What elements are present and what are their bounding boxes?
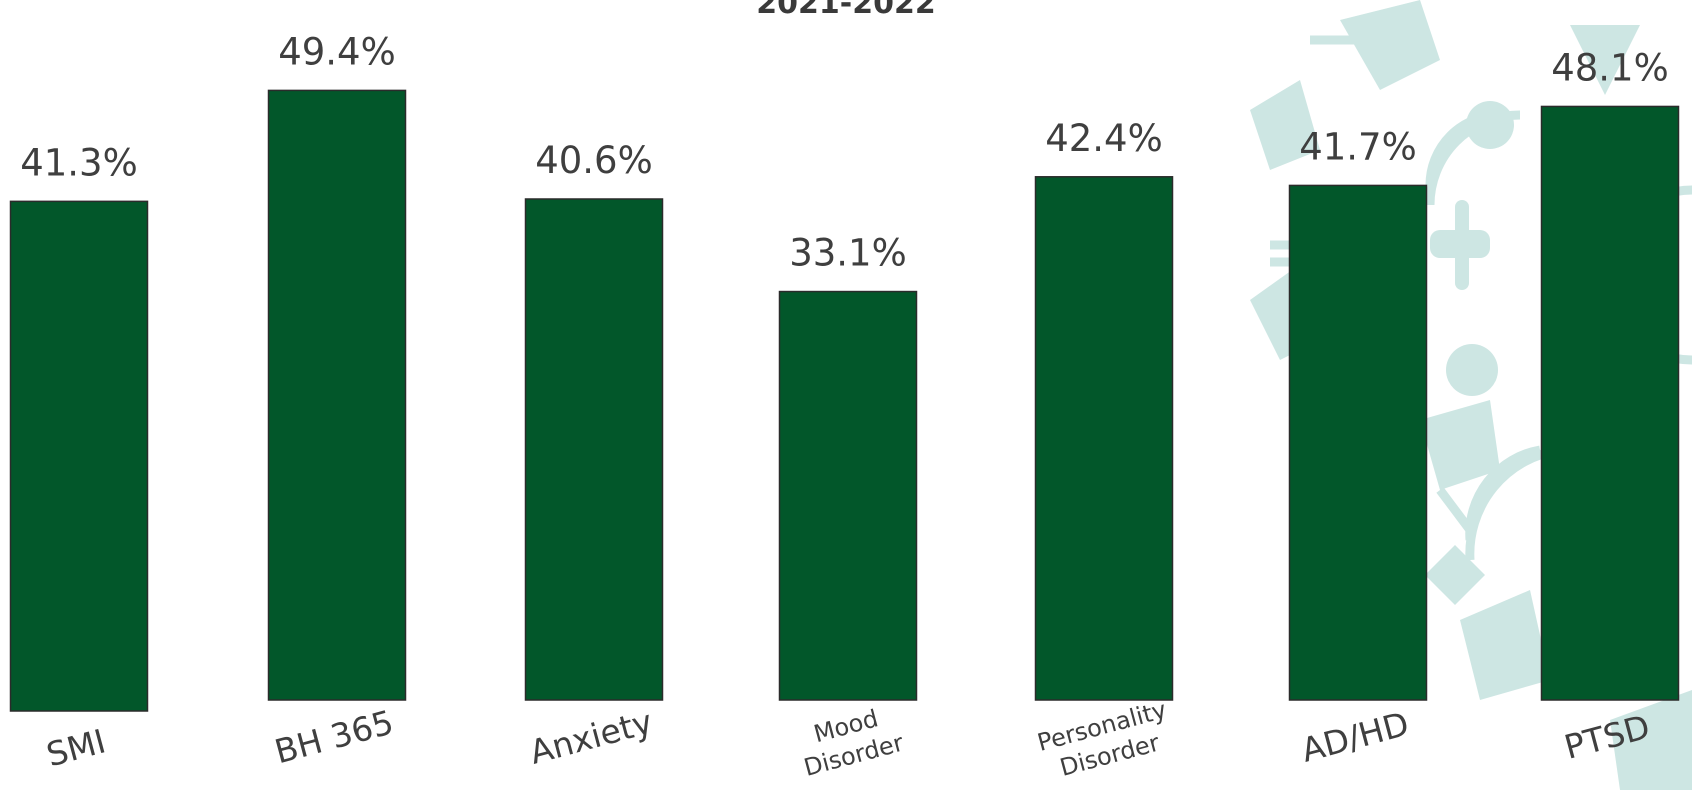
category-label-ad-hd: AD/HD [1297,704,1413,770]
bar-ad-hd [1288,184,1428,701]
category-label-personality-disorder: PersonalityDisorder [1034,696,1177,786]
bar-bh-365 [267,89,407,701]
category-label-smi: SMI [42,721,109,774]
bar-smi [9,200,149,712]
bar-ptsd [1540,105,1680,701]
value-label-ad-hd: 41.7% [1299,125,1417,168]
category-label-mood-disorder: MoodDisorder [793,700,906,782]
category-label-bh-365: BH 365 [271,702,398,771]
bar-personality-disorder [1034,176,1174,701]
value-label-bh-365: 49.4% [278,30,396,73]
chart-title: 2021-2022 [756,0,936,21]
value-label-smi: 41.3% [20,141,138,184]
value-label-ptsd: 48.1% [1551,46,1669,89]
value-label-anxiety: 40.6% [535,139,653,182]
value-label-mood-disorder: 33.1% [789,232,907,275]
category-label-anxiety: Anxiety [526,702,657,772]
value-label-personality-disorder: 42.4% [1045,117,1163,160]
bar-mood-disorder [778,290,918,701]
bar-anxiety [524,198,664,701]
category-label-ptsd: PTSD [1560,707,1654,767]
